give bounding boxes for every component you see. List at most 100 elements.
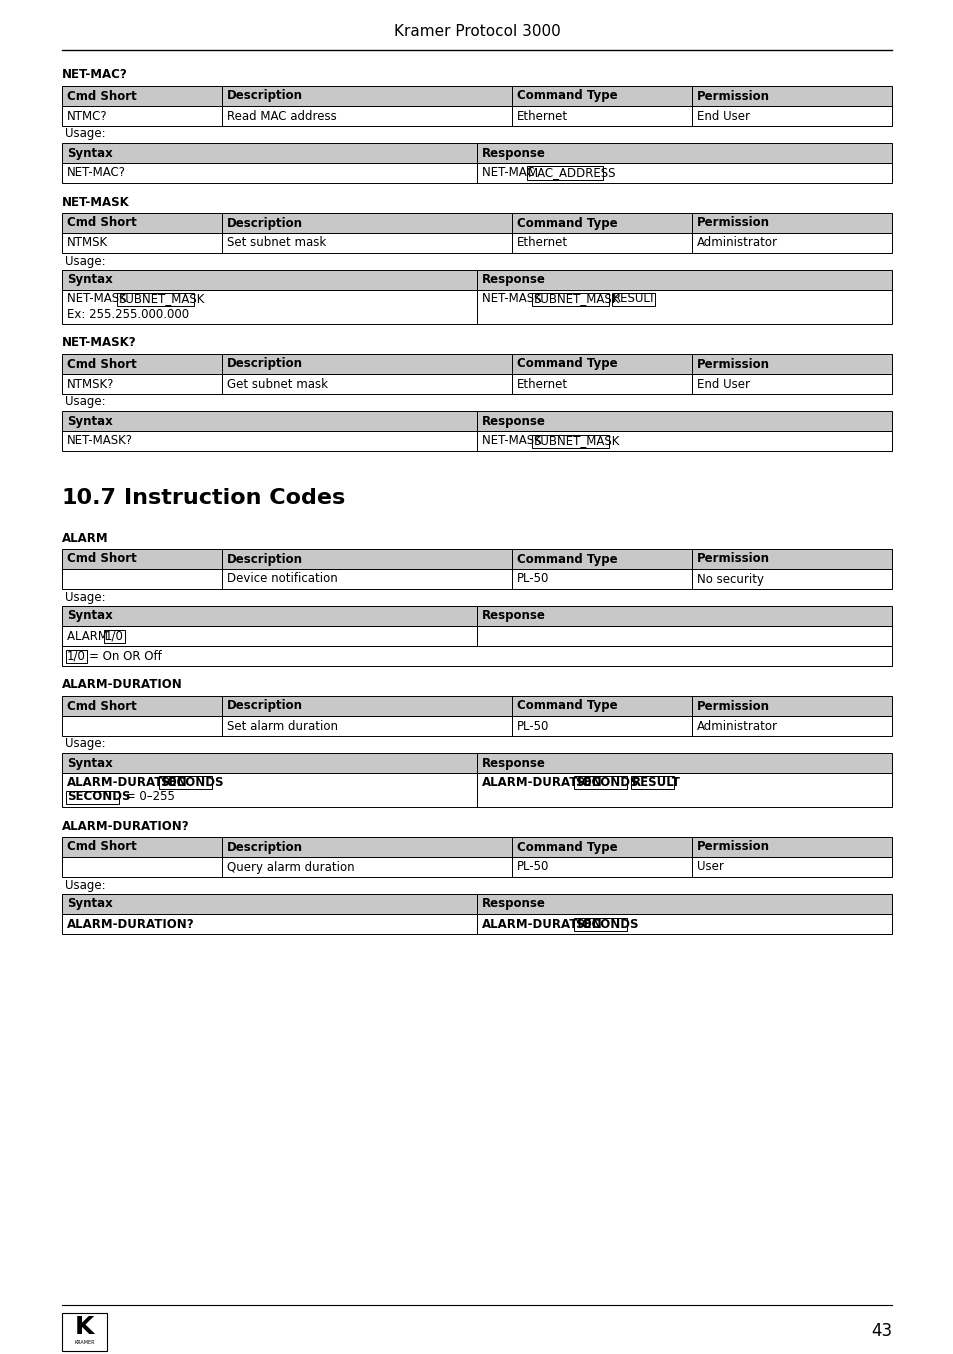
Bar bbox=[62, 857, 222, 877]
Text: NET-MASK?: NET-MASK? bbox=[67, 435, 132, 448]
Text: Command Type: Command Type bbox=[517, 217, 617, 229]
Bar bbox=[691, 106, 891, 126]
Text: RESULT: RESULT bbox=[631, 776, 680, 788]
Text: No security: No security bbox=[697, 573, 763, 585]
Bar bbox=[62, 773, 476, 807]
Text: Cmd Short: Cmd Short bbox=[67, 700, 136, 712]
Text: Description: Description bbox=[227, 841, 303, 853]
Bar bbox=[62, 106, 222, 126]
Text: Query alarm duration: Query alarm duration bbox=[227, 861, 355, 873]
Text: ALARM-DURATION: ALARM-DURATION bbox=[67, 776, 188, 788]
Bar bbox=[512, 716, 691, 737]
Text: NET-MAC: NET-MAC bbox=[481, 167, 537, 180]
Bar bbox=[526, 167, 602, 180]
Text: Response: Response bbox=[481, 609, 545, 623]
Bar bbox=[62, 374, 222, 394]
Text: Response: Response bbox=[481, 757, 545, 769]
Text: End User: End User bbox=[697, 110, 749, 122]
Bar bbox=[476, 753, 891, 773]
Bar bbox=[476, 894, 891, 914]
Text: NET-MAC?: NET-MAC? bbox=[67, 167, 126, 180]
Text: 1/0: 1/0 bbox=[105, 630, 124, 643]
Bar bbox=[630, 776, 673, 788]
Bar bbox=[62, 213, 222, 233]
Text: Administrator: Administrator bbox=[697, 237, 778, 249]
Bar bbox=[222, 548, 512, 569]
Text: Administrator: Administrator bbox=[697, 719, 778, 733]
Bar bbox=[62, 1313, 107, 1351]
Bar bbox=[222, 569, 512, 589]
Text: Description: Description bbox=[227, 700, 303, 712]
Text: K: K bbox=[74, 1315, 94, 1339]
Bar bbox=[476, 144, 891, 162]
Bar bbox=[222, 233, 512, 253]
Bar bbox=[62, 607, 476, 626]
Text: Read MAC address: Read MAC address bbox=[227, 110, 336, 122]
Text: NTMC?: NTMC? bbox=[67, 110, 108, 122]
Text: Syntax: Syntax bbox=[67, 898, 112, 910]
Text: ALARM-DURATION?: ALARM-DURATION? bbox=[67, 918, 194, 930]
Bar bbox=[222, 696, 512, 716]
Bar bbox=[512, 87, 691, 106]
Text: Command Type: Command Type bbox=[517, 89, 617, 103]
Text: NET-MASK?: NET-MASK? bbox=[62, 337, 136, 349]
Bar bbox=[691, 569, 891, 589]
Bar bbox=[512, 374, 691, 394]
Bar bbox=[62, 353, 222, 374]
Text: Command Type: Command Type bbox=[517, 552, 617, 566]
Bar bbox=[512, 353, 691, 374]
Bar bbox=[476, 914, 891, 934]
Text: 43: 43 bbox=[870, 1322, 891, 1340]
Text: NET-MASK: NET-MASK bbox=[62, 195, 130, 209]
Text: Ethernet: Ethernet bbox=[517, 378, 568, 390]
Text: ALARM-DURATION?: ALARM-DURATION? bbox=[62, 819, 190, 833]
Bar bbox=[574, 918, 626, 930]
Bar bbox=[62, 696, 222, 716]
Bar bbox=[512, 213, 691, 233]
Bar bbox=[574, 776, 626, 788]
Text: Command Type: Command Type bbox=[517, 841, 617, 853]
Bar bbox=[62, 290, 476, 324]
Text: SECONDS: SECONDS bbox=[575, 918, 638, 930]
Text: Cmd Short: Cmd Short bbox=[67, 217, 136, 229]
Text: Description: Description bbox=[227, 217, 303, 229]
Bar bbox=[512, 696, 691, 716]
Bar bbox=[62, 233, 222, 253]
Text: Set alarm duration: Set alarm duration bbox=[227, 719, 337, 733]
Text: Syntax: Syntax bbox=[67, 146, 112, 160]
Text: Syntax: Syntax bbox=[67, 414, 112, 428]
Text: MAC_ADDRESS: MAC_ADDRESS bbox=[527, 167, 616, 180]
Text: SUBNET_MASK: SUBNET_MASK bbox=[118, 292, 204, 306]
Text: NET-MASK: NET-MASK bbox=[481, 435, 545, 448]
Text: SUBNET_MASK: SUBNET_MASK bbox=[533, 292, 618, 306]
Text: User: User bbox=[697, 861, 723, 873]
Bar bbox=[476, 290, 891, 324]
Bar bbox=[62, 548, 222, 569]
Text: 10.7: 10.7 bbox=[62, 487, 117, 508]
Text: Permission: Permission bbox=[697, 700, 769, 712]
Text: Syntax: Syntax bbox=[67, 757, 112, 769]
Bar bbox=[62, 626, 476, 646]
Bar bbox=[117, 292, 193, 306]
Bar bbox=[222, 837, 512, 857]
Bar bbox=[512, 548, 691, 569]
Bar bbox=[512, 106, 691, 126]
Text: Response: Response bbox=[481, 898, 545, 910]
Text: NET-MASK: NET-MASK bbox=[481, 292, 545, 306]
Bar bbox=[476, 269, 891, 290]
Text: Ex: 255.255.000.000: Ex: 255.255.000.000 bbox=[67, 307, 189, 321]
Text: SUBNET_MASK: SUBNET_MASK bbox=[533, 435, 618, 448]
Text: Cmd Short: Cmd Short bbox=[67, 357, 136, 371]
Bar bbox=[476, 412, 891, 431]
Bar bbox=[476, 626, 891, 646]
Text: ALARM: ALARM bbox=[62, 532, 109, 544]
Text: RESULT: RESULT bbox=[613, 292, 656, 306]
Text: SECONDS: SECONDS bbox=[160, 776, 223, 788]
Bar bbox=[532, 435, 608, 448]
Bar bbox=[691, 374, 891, 394]
Bar bbox=[222, 374, 512, 394]
Text: ALARM: ALARM bbox=[67, 630, 112, 643]
Text: Device notification: Device notification bbox=[227, 573, 337, 585]
Text: Ethernet: Ethernet bbox=[517, 237, 568, 249]
Bar bbox=[159, 776, 212, 788]
